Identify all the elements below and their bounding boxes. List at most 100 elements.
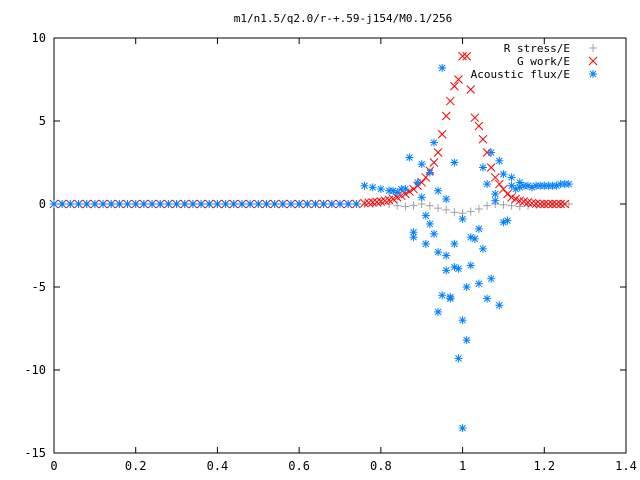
acoustic-flux-e-point [474,224,483,233]
g-work-e-point [548,199,557,209]
acoustic-flux-e-point [262,200,271,208]
g-work-e-point [417,178,427,187]
r-stress-e-point [450,208,459,217]
x-tick-label: 0.2 [125,459,147,473]
acoustic-flux-e-point [303,200,312,208]
acoustic-flux-e-point [454,264,463,273]
g-work-e-point [458,51,467,61]
x-tick-label: 1.2 [533,459,555,473]
acoustic-flux-e-point [425,168,434,177]
acoustic-flux-e-point [479,163,487,172]
acoustic-flux-e-point [66,200,75,208]
acoustic-flux-e-point [413,178,422,187]
r-stress-e-point [409,201,418,210]
y-tick-label: -15 [24,446,46,460]
acoustic-flux-e-point [479,244,487,253]
acoustic-flux-e-point [507,181,516,190]
g-work-e-point [503,189,512,199]
acoustic-flux-e-point [434,307,443,316]
g-work-e-point [360,198,369,208]
g-work-e-point [462,51,472,61]
acoustic-flux-e-point [450,239,459,248]
acoustic-flux-e-point [82,200,91,208]
x-axis: 0 0.2 0.4 0.6 0.8 1 1.2 1.4 [50,38,637,473]
acoustic-flux-e-point [417,193,426,202]
y-tick-label: 10 [32,31,46,45]
acoustic-flux-e-point [327,200,336,208]
acoustic-flux-e-point [487,148,496,157]
acoustic-flux-e-point [319,200,328,208]
g-work-e-point [445,96,455,106]
acoustic-flux-e-point [442,251,451,260]
g-work-e-point [490,173,500,182]
g-work-e-point [544,199,553,209]
r-stress-e-point [393,201,402,210]
legend-marker-g-work-e [588,56,598,66]
acoustic-flux-e-point [487,274,496,283]
acoustic-flux-e-point [474,279,483,288]
legend-label-r-stress-e: R stress/E [504,42,570,55]
g-work-e-point [470,113,480,123]
g-work-e-point [368,197,378,207]
acoustic-flux-e-point [107,200,116,208]
r-stress-e-point [385,200,394,208]
y-tick-label: -10 [24,363,46,377]
x-tick-label: 0.6 [288,459,310,473]
acoustic-flux-e-point [270,200,279,208]
acoustic-flux-e-point [462,283,471,291]
r-stress-e-point [466,207,475,216]
acoustic-flux-e-point [483,180,492,189]
acoustic-flux-e-point [197,200,206,208]
acoustic-flux-e-point [438,291,447,300]
g-work-e-point [474,121,484,131]
acoustic-flux-e-point [495,156,504,165]
acoustic-flux-e-point [458,316,467,325]
acoustic-flux-e-point [131,200,140,208]
acoustic-flux-e-point [188,200,197,208]
g-work-e-point [372,197,382,207]
r-stress-e-point [425,201,434,210]
acoustic-flux-e-point [425,219,434,228]
r-stress-e-point [474,204,483,213]
acoustic-flux-e-point [139,200,148,208]
acoustic-flux-e-point [172,200,181,208]
g-work-e-point [441,111,451,121]
g-work-e-point [409,184,418,194]
acoustic-flux-e-point [466,261,475,270]
g-work-e-point [539,199,549,209]
acoustic-flux-e-point [205,200,214,208]
acoustic-flux-e-point [421,239,430,248]
acoustic-flux-e-point [438,63,447,72]
acoustic-flux-e-point [336,200,344,208]
y-tick-label: -5 [32,280,46,294]
acoustic-flux-e-point [286,200,295,208]
acoustic-flux-e-point [434,186,443,195]
acoustic-flux-e-point [499,170,508,179]
acoustic-flux-e-point [148,200,157,208]
acoustic-flux-e-point [156,200,165,208]
g-work-e-point [552,199,561,209]
g-work-e-point [531,199,541,209]
legend-marker-acoustic-flux-e [589,70,597,78]
r-stress-e-point [401,202,410,211]
acoustic-flux-e-point [442,195,451,204]
x-tick-label: 0.4 [207,459,229,473]
acoustic-flux-e-point [397,185,406,194]
acoustic-flux-e-point [462,336,471,345]
g-work-e-point [535,199,545,209]
g-work-e-point [527,198,537,208]
data-points [49,51,573,433]
g-work-e-point [421,173,431,182]
acoustic-flux-e-point [229,200,238,208]
acoustic-flux-e-point [221,200,230,208]
plot-frame [53,37,627,454]
acoustic-flux-e-point [458,214,467,223]
acoustic-flux-e-point [507,173,516,182]
g-work-e-point [482,148,492,157]
y-tick-label: 0 [39,197,46,211]
g-work-e-point [433,148,443,157]
acoustic-flux-e-point [115,200,124,208]
acoustic-flux-e-point [450,158,459,167]
acoustic-flux-e-point [446,294,455,303]
